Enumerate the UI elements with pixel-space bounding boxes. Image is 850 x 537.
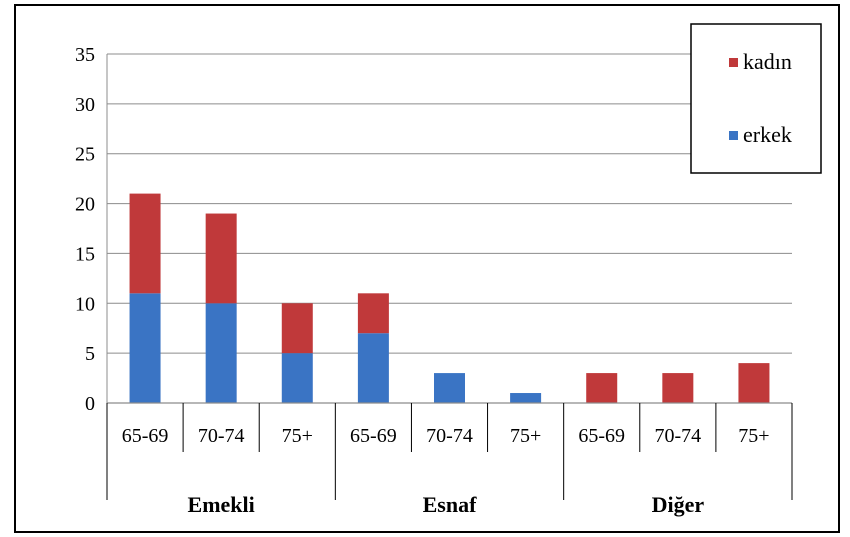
x-category-label-0: 65-69 [122, 425, 169, 447]
x-category-label-7: 70-74 [654, 425, 701, 447]
bar-kadın-8 [738, 363, 770, 403]
bar-erkek-2 [281, 353, 313, 403]
x-category-label-1: 70-74 [198, 425, 245, 447]
x-category-label-2: 75+ [282, 425, 313, 447]
bar-kadın-0 [129, 193, 161, 294]
legend-label-erkek: erkek [743, 122, 792, 147]
legend-label-kadin: kadın [743, 49, 792, 74]
group-label-1: Esnaf [423, 492, 477, 517]
bar-kadın-3 [357, 293, 389, 334]
bars [129, 193, 770, 403]
y-tick-label-0: 0 [85, 393, 95, 415]
bar-kadın-7 [662, 373, 694, 403]
y-tick-label-25: 25 [75, 144, 95, 166]
y-tick-label-35: 35 [75, 44, 95, 66]
bar-erkek-5 [510, 393, 542, 403]
axes [106, 54, 793, 500]
x-category-label-6: 65-69 [578, 425, 625, 447]
bar-kadın-1 [205, 213, 237, 304]
bar-erkek-0 [129, 293, 161, 403]
y-tick-label-10: 10 [75, 293, 95, 315]
group-label-2: Diğer [652, 492, 705, 517]
y-tick-label-20: 20 [75, 194, 95, 216]
x-category-label-8: 75+ [738, 425, 769, 447]
legend: kadın erkek [690, 23, 822, 174]
x-category-label-5: 75+ [510, 425, 541, 447]
y-tick-label-5: 5 [85, 343, 95, 365]
x-category-label-3: 65-69 [350, 425, 397, 447]
y-tick-label-15: 15 [75, 243, 95, 265]
bar-kadın-6 [586, 373, 618, 403]
group-label-0: Emekli [188, 492, 255, 517]
legend-swatch-erkek [729, 131, 738, 140]
bar-erkek-3 [357, 333, 389, 403]
legend-swatch-kadin [729, 58, 738, 67]
legend-box [690, 23, 822, 174]
labels: 0 5 10 15 20 25 30 35 65-69 70-74 75+ 65-69 70-74 75+… [75, 44, 770, 517]
bar-kadın-2 [281, 303, 313, 354]
x-category-label-4: 70-74 [426, 425, 473, 447]
y-tick-label-30: 30 [75, 94, 95, 116]
bar-erkek-1 [205, 303, 237, 403]
bar-erkek-4 [434, 373, 465, 403]
